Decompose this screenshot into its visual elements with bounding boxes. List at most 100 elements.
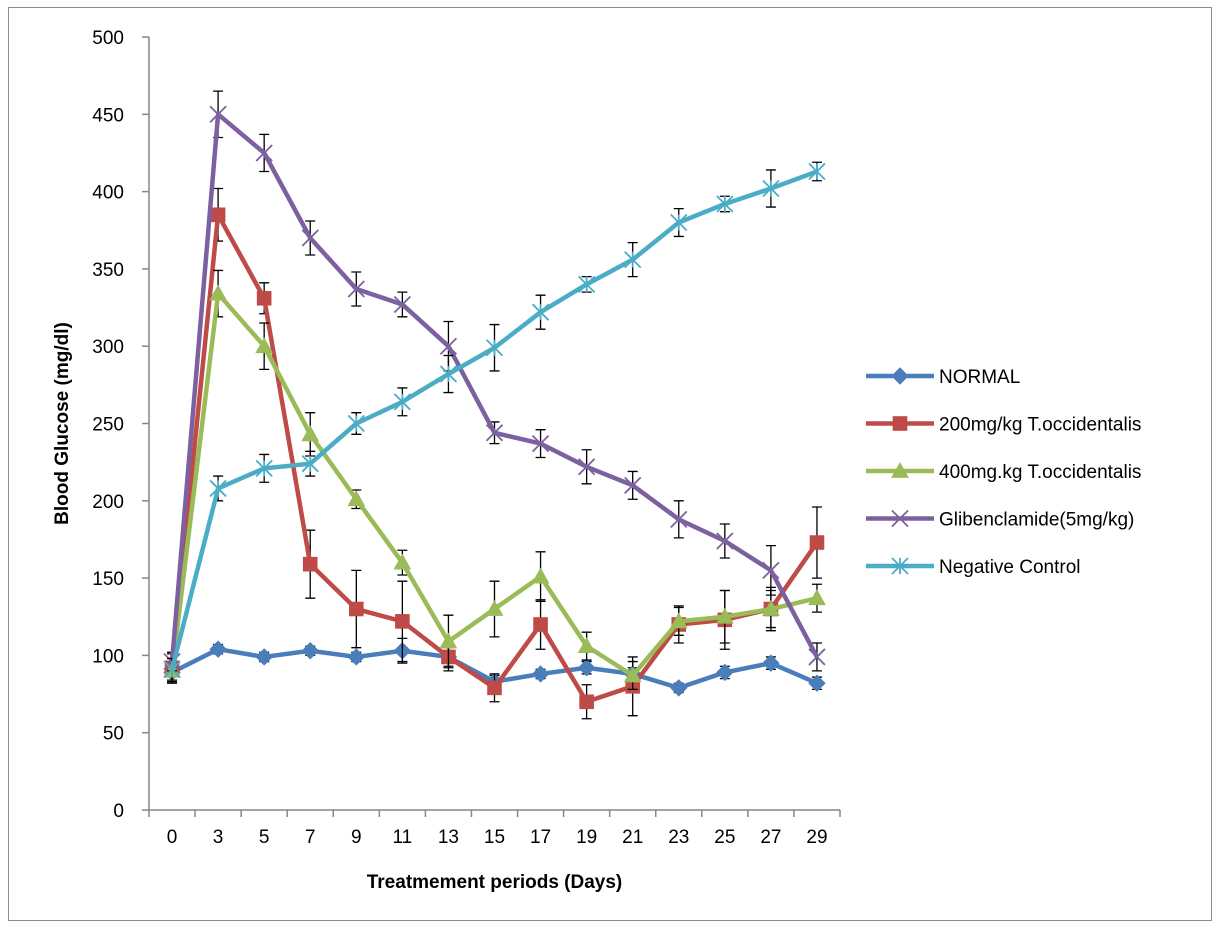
x-tick-label: 11: [392, 827, 412, 848]
x-axis-title: Treatmement periods (Days): [367, 872, 623, 893]
x-tick-label: 3: [213, 827, 224, 848]
x-tick-label: 7: [305, 827, 316, 848]
data-point: [808, 674, 826, 692]
data-point: [255, 144, 273, 162]
x-tick-label: 15: [484, 827, 505, 848]
x-tick-label: 5: [259, 827, 270, 848]
x-tick-label: 17: [530, 827, 551, 848]
legend-item: 200mg/kg T.occidentalis: [866, 415, 1141, 436]
data-point: [439, 365, 458, 383]
data-point: [716, 663, 734, 682]
data-point: [623, 666, 642, 683]
legend-marker: [891, 367, 909, 385]
axes: 0 50 100 150 200 250 300 350 400 450 500 0 3 5 7 9 11 13…: [92, 28, 841, 848]
data-point: [163, 660, 181, 678]
legend-item: NORMAL: [866, 367, 1020, 388]
data-point: [347, 414, 365, 433]
data-point: [809, 535, 825, 550]
data-point: [485, 339, 504, 357]
data-point: [209, 479, 227, 498]
data-point: [762, 561, 780, 580]
y-tick-label: 400: [92, 183, 124, 204]
x-tick-label: 25: [714, 827, 735, 848]
y-axis-title: Blood Glucose (mg/dl): [52, 322, 73, 525]
chart-frame: [8, 7, 1212, 921]
error-bars: [167, 187, 822, 720]
x-tick-label: 27: [760, 827, 781, 848]
data-point: [533, 617, 548, 632]
series-4: [163, 161, 826, 681]
data-point: [531, 434, 550, 453]
data-point: [485, 424, 504, 442]
data-point: [393, 553, 412, 570]
legend-item: Glibenclamide(5mg/kg): [866, 510, 1134, 531]
data-point: [209, 284, 227, 301]
legend-label: NORMAL: [939, 367, 1020, 388]
data-point: [579, 694, 594, 710]
data-point: [670, 679, 688, 697]
data-point: [349, 601, 364, 617]
data-point: [255, 459, 273, 477]
data-point: [301, 642, 319, 660]
x-tick-label: 23: [668, 827, 689, 848]
legend-label: Negative Control: [939, 557, 1081, 578]
data-point: [669, 612, 688, 629]
x-axis-ticks: 0 3 5 7 9 11 13 15 17 19 21 23 25 27 29: [148, 810, 841, 848]
y-tick-label: 450: [92, 105, 124, 126]
legend-label: 200mg/kg T.occidentalis: [939, 415, 1141, 436]
data-point: [487, 680, 502, 696]
y-tick-label: 350: [92, 260, 124, 281]
data-point: [256, 290, 272, 306]
data-point: [301, 425, 320, 442]
y-tick-label: 250: [92, 415, 124, 436]
data-point: [670, 510, 688, 528]
data-point: [255, 648, 273, 666]
data-point: [210, 207, 226, 223]
y-tick-label: 0: [113, 801, 124, 822]
x-tick-label: 13: [438, 827, 459, 848]
data-point: [393, 295, 412, 314]
data-point: [577, 458, 596, 476]
legend-item: 400mg.kg T.occidentalis: [866, 461, 1141, 483]
series-1: [164, 187, 825, 720]
data-point: [347, 280, 365, 298]
legend-label: 400mg.kg T.occidentalis: [939, 462, 1141, 483]
data-point: [209, 105, 227, 123]
data-point: [531, 665, 550, 683]
data-point: [808, 162, 826, 181]
y-tick-label: 150: [92, 569, 124, 590]
y-tick-label: 200: [92, 492, 124, 513]
plot-area: [163, 90, 826, 720]
y-tick-label: 100: [92, 646, 124, 667]
x-tick-label: 0: [167, 827, 178, 848]
data-point: [209, 640, 227, 658]
legend-marker: [892, 416, 908, 431]
y-tick-label: 300: [92, 337, 124, 358]
y-tick-label: 500: [92, 28, 124, 49]
data-point: [716, 195, 734, 213]
data-point: [301, 229, 319, 247]
legend-marker: [891, 557, 909, 575]
data-point: [762, 179, 780, 198]
data-point: [255, 337, 274, 354]
data-point: [531, 567, 550, 584]
data-point: [577, 659, 596, 677]
y-tick-label: 50: [103, 724, 124, 745]
data-point: [439, 632, 458, 649]
legend-item: Negative Control: [866, 557, 1081, 578]
x-tick-label: 19: [576, 827, 597, 848]
legend-marker: [891, 461, 909, 478]
series-3: [163, 90, 826, 672]
data-point: [577, 275, 596, 293]
data-point: [347, 490, 366, 507]
data-point: [716, 532, 734, 550]
data-point: [762, 654, 780, 672]
data-point: [624, 250, 642, 269]
data-point: [808, 648, 826, 666]
data-point: [624, 476, 642, 494]
data-point: [393, 393, 412, 411]
data-point: [715, 607, 734, 624]
legend-marker: [891, 509, 909, 528]
data-point: [301, 455, 319, 473]
data-point: [347, 648, 366, 666]
